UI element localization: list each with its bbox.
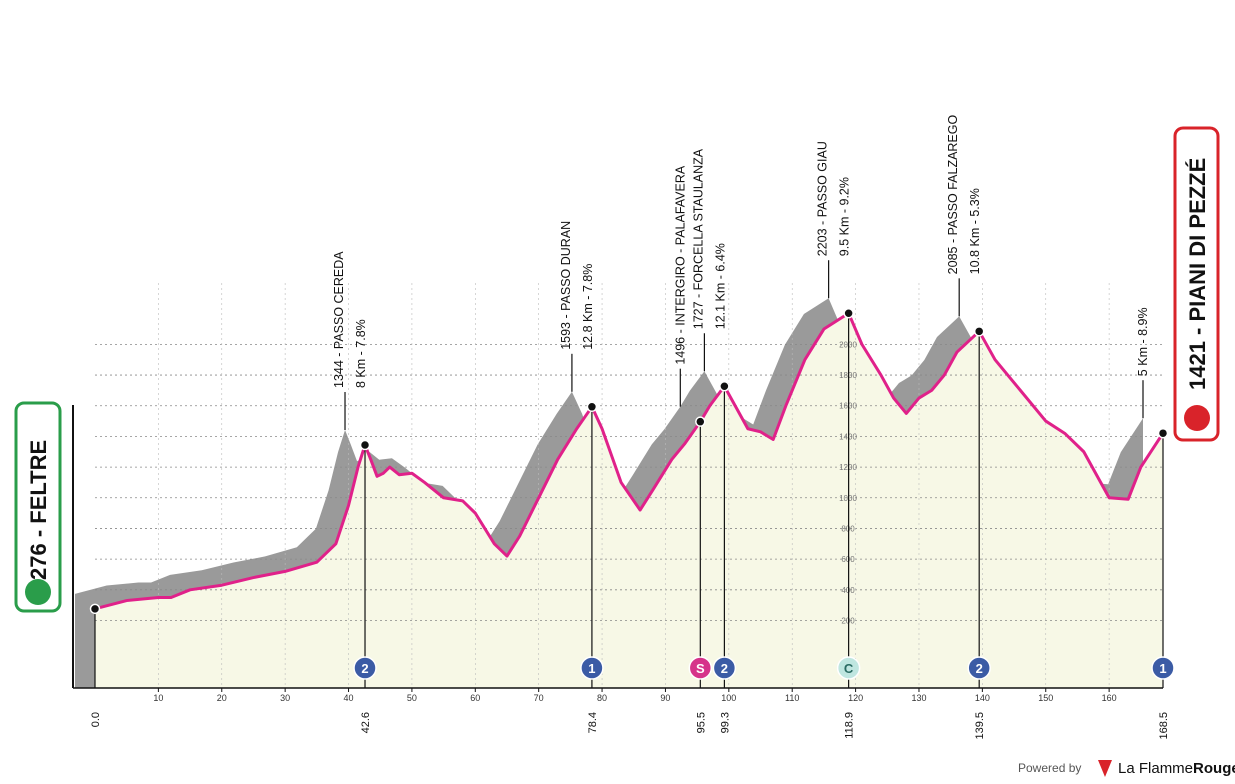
marker-dot [359,439,371,451]
x-tick-label: 110 [785,693,799,703]
category-label: C [844,661,854,676]
category-label: 2 [721,661,728,676]
finish-label: 1421 - PIANI DI PEZZÉ [1185,158,1210,390]
category-label: S [696,661,705,676]
x-tick-label: 30 [280,693,290,703]
x-tick-label: 40 [344,693,354,703]
x-tick-label: 90 [660,693,670,703]
x-tick-label: 150 [1038,693,1053,703]
brand-b: Rouge [1193,760,1235,777]
marker-dot [843,307,854,319]
marker-dot [719,380,730,392]
category-icon [688,656,713,680]
powered-by: Powered by [1018,761,1081,775]
category-icon [1151,656,1175,680]
marker-dot [89,603,101,615]
km-label: 99.3 [719,712,731,733]
climb-label: 1727 - FORCELLA STAULANZA [691,148,705,329]
x-tick-label: 10 [153,693,163,703]
category-label: 1 [1159,661,1166,676]
x-tick-label: 60 [470,693,480,703]
climb-label: 1593 - PASSO DURAN [559,221,573,350]
start-label: 276 - FELTRE [26,440,51,580]
km-label: 118.9 [844,712,856,739]
km-label: 168.5 [1158,712,1170,740]
km-label: 95.5 [695,712,707,733]
finish-box [1173,126,1220,442]
x-tick-label: 160 [1102,693,1117,703]
brand: La FlammeRouge [1118,760,1235,777]
climb-label: 12.8 Km - 7.8% [581,264,595,350]
climb-label: 1496 - INTERGIRO - PALAFAVERA [673,165,687,365]
category-label: 2 [361,661,368,676]
climb-label: 1344 - PASSO CEREDA [332,251,346,388]
category-label: 1 [588,661,595,676]
climb-label: 2085 - PASSO FALZAREGO [946,114,960,274]
x-tick-label: 140 [975,693,990,703]
climb-label: 5 Km - 8.9% [1136,307,1150,376]
x-tick-label: 100 [721,693,736,703]
km-label: 139.5 [974,712,986,740]
logo [1098,760,1112,777]
category-icon [712,656,737,680]
profile-area [95,313,1163,688]
marker-dot [695,416,706,427]
climb-label: 8 Km - 7.8% [354,319,368,388]
km-label: 78.4 [587,712,599,733]
x-tick-label: 130 [911,693,926,703]
x-tick-label: 20 [217,693,227,703]
category-icon [580,656,604,680]
x-tick-label: 120 [848,693,863,703]
climb-label: 12.1 Km - 6.4% [713,243,727,329]
marker-dot [1157,427,1169,439]
start-icon [25,579,51,605]
marker-dot [586,401,598,413]
brand-a: La Flamme [1118,760,1193,777]
climb-label: 9.5 Km - 9.2% [838,177,852,256]
category-icon [353,656,377,680]
km-label: 0.0 [90,712,102,727]
climb-label: 2203 - PASSO GIAU [816,141,830,256]
category-icon [836,656,861,680]
category-label: 2 [976,661,983,676]
start-box [14,401,62,613]
marker-dot [973,326,985,337]
x-tick-label: 80 [597,693,607,703]
km-label: 42.6 [360,712,372,733]
finish-icon [1184,405,1210,431]
climb-label: 10.8 Km - 5.3% [968,188,982,274]
category-icon [967,656,991,680]
profile-line [94,311,1165,611]
x-tick-label: 70 [534,693,544,703]
x-tick-label: 50 [407,693,417,703]
